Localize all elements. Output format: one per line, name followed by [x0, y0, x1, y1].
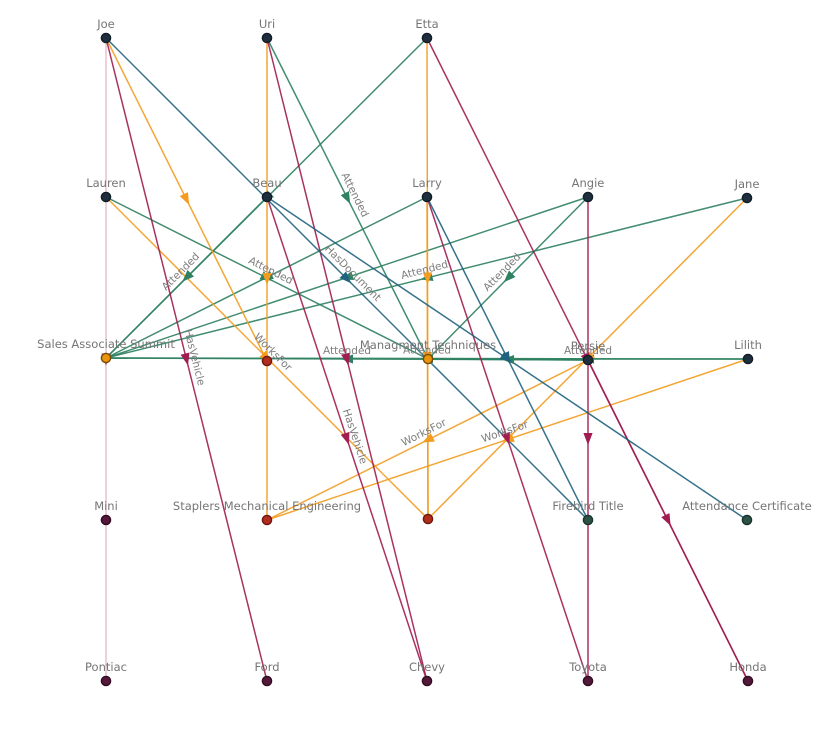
node-label-persie: Persie	[571, 339, 606, 353]
node-label-angie: Angie	[572, 176, 605, 190]
node-mini	[100, 514, 112, 526]
node-staplers-mechanical-engineering	[261, 514, 273, 526]
edge-attended-persie-sales-associate-summit-label: Attended	[323, 345, 371, 357]
node-sales-associate-summit	[100, 352, 112, 364]
node-label-jane: Jane	[734, 177, 760, 191]
node-jane	[741, 192, 753, 204]
node-label-mini: Mini	[94, 499, 118, 513]
node-lilith	[742, 353, 754, 365]
node-label-attendance-certificate: Attendance Certificate	[682, 499, 811, 513]
node-label-staplers-mechanical-engineering: Staplers Mechanical Engineering	[173, 499, 361, 513]
edge-attended-lilith-sales-associate-summit-label: Attended	[403, 344, 451, 356]
edge-attended-lilith-managment-techniques-label: Attended	[564, 345, 612, 357]
edge-hasvehicle-larry-toyota-arrowhead	[501, 431, 510, 445]
node-label-lilith: Lilith	[734, 338, 762, 352]
node-company-1	[261, 355, 273, 367]
node-persie	[582, 354, 594, 366]
node-label-etta: Etta	[415, 17, 438, 31]
edge-worksfor-uri-staplers-mechanical-engineering-arrowhead	[262, 273, 272, 285]
edge-worksfor-lauren-company-2-label: WorksFor	[251, 331, 294, 374]
node-chevy	[421, 675, 433, 687]
node-uri	[261, 32, 273, 44]
edge-hasvehicle-joe-ford-arrowhead	[180, 352, 190, 366]
edge-hasvehicle-angie-toyota-arrowhead	[583, 433, 593, 445]
edge-worksfor-persie-staplers-mechanical-engineering-arrowhead	[422, 433, 435, 443]
node-joe	[100, 32, 112, 44]
node-pontiac	[100, 675, 112, 687]
node-ford	[261, 675, 273, 687]
node-managment-techniques	[422, 353, 434, 365]
node-angie	[582, 191, 594, 203]
edge-worksfor-joe-company-1-arrowhead	[179, 192, 190, 205]
node-etta	[421, 32, 433, 44]
edge-attended-angie-managment-techniques-arrowhead	[503, 270, 516, 283]
edge-hasdocument-joe-firebird-title-arrowhead	[339, 271, 352, 284]
node-beau	[261, 191, 273, 203]
node-larry	[421, 191, 433, 203]
node-label-uri: Uri	[259, 17, 275, 31]
edge-attended-uri-managment-techniques-arrowhead	[340, 191, 351, 204]
node-firebird-title	[582, 514, 594, 526]
node-label-ford: Ford	[254, 660, 279, 674]
node-label-larry: Larry	[412, 176, 442, 190]
node-label-sales-associate-summit: Sales Associate Summit	[37, 337, 175, 351]
node-label-toyota: Toyota	[568, 660, 607, 674]
node-label-firebird-title: Firebird Title	[552, 499, 623, 513]
node-lauren	[100, 191, 112, 203]
node-label-managment-techniques: Managment Techniques	[360, 338, 496, 352]
edge-attended-beau-sales-associate-summit-arrowhead	[182, 270, 194, 282]
edge-worksfor-etta-company-2-arrowhead	[422, 272, 433, 285]
edge-hasvehicle-persie-honda-arrowhead	[661, 513, 671, 526]
node-attendance-certificate	[741, 514, 753, 526]
node-label-beau: Beau	[252, 176, 281, 190]
node-honda	[742, 675, 754, 687]
node-company-2	[422, 513, 434, 525]
node-toyota	[582, 675, 594, 687]
node-label-honda: Honda	[729, 660, 766, 674]
edge-hasdocument-beau-attendance-certificate-arrowhead	[499, 351, 512, 362]
node-label-lauren: Lauren	[86, 176, 126, 190]
node-label-joe: Joe	[96, 17, 115, 31]
edge-attended-angie-managment-techniques-label: Attended	[481, 251, 523, 294]
edge-hasvehicle-uri-chevy-arrowhead	[341, 352, 351, 366]
node-labels-layer: Joe Uri Etta Lauren Beau Larry Angie Jane Sales …	[37, 17, 812, 674]
nodes-layer	[100, 32, 754, 687]
edge-hasvehicle-beau-chevy-arrowhead	[340, 431, 350, 445]
node-label-chevy: Chevy	[409, 660, 445, 674]
node-label-pontiac: Pontiac	[85, 660, 127, 674]
